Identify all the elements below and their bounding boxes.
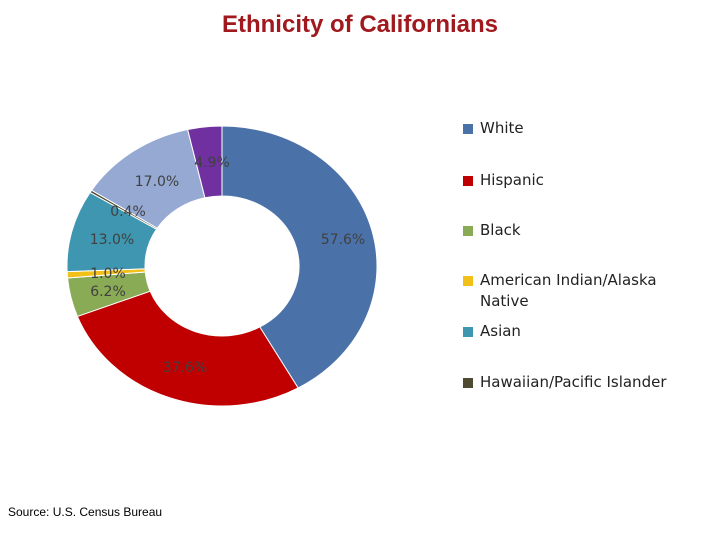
- legend-label: White: [480, 119, 524, 137]
- legend-swatch: [463, 226, 473, 236]
- legend-item: Asian: [463, 321, 690, 342]
- legend-item: Hawaiian/Pacific Islander: [463, 372, 690, 393]
- donut: [66, 125, 378, 407]
- legend-swatch: [463, 378, 473, 388]
- data-label: 6.2%: [90, 284, 126, 300]
- data-label: 37.6%: [163, 360, 207, 376]
- legend-item: Hispanic: [463, 170, 690, 191]
- slice: [221, 125, 378, 389]
- data-label: 13.0%: [90, 232, 134, 248]
- legend-label: American Indian/Alaska Native: [480, 271, 657, 310]
- data-labels: 57.6% 37.6% 6.2% 1.0% 13.0% 0.4% 17.0% 4.9%: [90, 155, 365, 376]
- chart-title: Ethnicity of Californians: [222, 11, 498, 38]
- data-label: 0.4%: [110, 204, 146, 220]
- legend-label: Hispanic: [480, 171, 544, 189]
- data-label: 4.9%: [194, 155, 230, 171]
- slice: [76, 290, 299, 407]
- slice: [187, 125, 223, 199]
- data-label: 1.0%: [90, 266, 126, 282]
- legend-swatch: [463, 276, 473, 286]
- legend-item: Black: [463, 220, 690, 241]
- legend-item: White: [463, 118, 690, 139]
- legend-swatch: [463, 176, 473, 186]
- legend-swatch: [463, 124, 473, 134]
- legend-label: Hawaiian/Pacific Islander: [480, 373, 667, 391]
- data-label: 17.0%: [135, 174, 179, 190]
- legend-label: Black: [480, 221, 521, 239]
- legend-swatch: [463, 327, 473, 337]
- source-note: Source: U.S. Census Bureau: [8, 505, 162, 519]
- legend-item: American Indian/Alaska Native: [463, 270, 690, 312]
- data-label: 57.6%: [321, 232, 365, 248]
- legend-label: Asian: [480, 322, 521, 340]
